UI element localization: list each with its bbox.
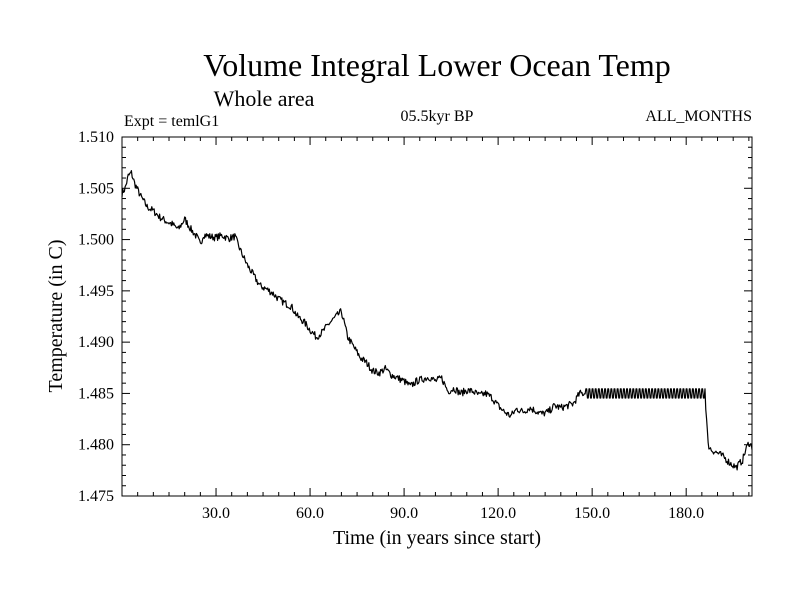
temperature-series-line — [121, 170, 753, 471]
y-tick-label: 1.495 — [78, 283, 114, 300]
x-tick-label: 90.0 — [390, 505, 418, 522]
y-tick-label: 1.480 — [78, 437, 114, 454]
x-tick-label: 60.0 — [296, 505, 324, 522]
period-label: 05.5kyr BP — [401, 108, 474, 125]
y-axis-ticks: 1.475 1.480 1.485 1.490 1.495 1.500 1.505 1.510 — [78, 129, 752, 505]
y-axis-label: Temperature (in C) — [45, 240, 67, 393]
x-tick-label: 120.0 — [480, 505, 516, 522]
x-axis-label: Time (in years since start) — [333, 527, 541, 549]
plot-frame — [121, 136, 753, 497]
y-tick-label: 1.505 — [78, 180, 114, 197]
expt-label: Expt = temlG1 — [124, 113, 219, 130]
y-tick-label: 1.475 — [78, 488, 114, 505]
x-axis-ticks: 30.0 60.0 90.0 120.0 150.0 180.0 — [137, 137, 750, 522]
y-tick-label: 1.500 — [78, 232, 114, 249]
x-tick-label: 30.0 — [202, 505, 230, 522]
y-tick-label: 1.490 — [78, 334, 114, 351]
x-tick-label: 150.0 — [574, 505, 610, 522]
months-label: ALL_MONTHS — [645, 108, 752, 125]
chart-title: Volume Integral Lower Ocean Temp — [203, 47, 671, 83]
y-tick-label: 1.510 — [78, 129, 114, 146]
x-tick-label: 180.0 — [668, 505, 704, 522]
chart-subtitle: Whole area — [214, 86, 315, 111]
y-tick-label: 1.485 — [78, 385, 114, 402]
